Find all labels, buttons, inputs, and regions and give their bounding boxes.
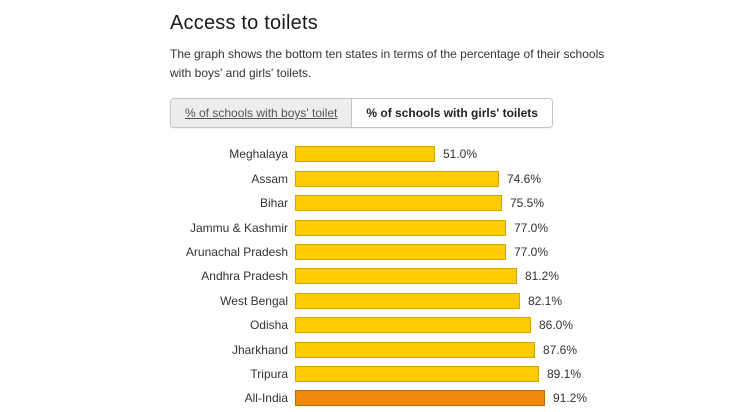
value-label: 77.0% xyxy=(514,220,549,235)
bar xyxy=(295,365,539,382)
category-label: Jharkhand xyxy=(231,342,288,357)
bar-chart: Meghalaya 51.0% Assam 74.6% Bihar 75.5% Jammu … xyxy=(170,142,752,410)
category-label: Arunachal Pradesh xyxy=(185,244,288,259)
bar xyxy=(295,268,517,285)
chart-row: All-India 91.2% xyxy=(170,386,752,410)
tab-boys-toilet[interactable]: % of schools with boys' toilet xyxy=(171,99,352,128)
chart-row: Arunachal Pradesh 77.0% xyxy=(170,240,752,264)
category-label: Andhra Pradesh xyxy=(201,269,288,284)
page-title: Access to toilets xyxy=(170,12,318,34)
tab-girls-toilets-label: % of schools with girls' toilets xyxy=(366,106,538,121)
bar xyxy=(295,219,506,236)
bar xyxy=(295,146,435,163)
category-label: Odisha xyxy=(249,318,288,333)
value-label: 87.6% xyxy=(543,342,578,357)
chart-row: Odisha 86.0% xyxy=(170,313,752,337)
chart-row: Meghalaya 51.0% xyxy=(170,142,752,166)
tab-girls-toilets[interactable]: % of schools with girls' toilets xyxy=(351,99,552,128)
chart-row: West Bengal 82.1% xyxy=(170,289,752,313)
category-label: Tripura xyxy=(250,366,288,381)
bar xyxy=(295,292,520,309)
chart-row: Tripura 89.1% xyxy=(170,362,752,386)
category-label: Assam xyxy=(251,171,288,186)
value-label: 74.6% xyxy=(507,171,542,186)
chart-row: Andhra Pradesh 81.2% xyxy=(170,264,752,288)
tab-boys-toilet-label: % of schools with boys' toilet xyxy=(185,106,338,121)
bar xyxy=(295,195,502,212)
category-label: Meghalaya xyxy=(229,147,288,162)
value-label: 82.1% xyxy=(528,293,563,308)
value-label: 91.2% xyxy=(553,391,588,406)
bar xyxy=(295,317,531,334)
value-label: 81.2% xyxy=(525,269,560,284)
category-label: Bihar xyxy=(259,196,288,211)
value-label: 86.0% xyxy=(539,318,574,333)
value-label: 51.0% xyxy=(443,147,478,162)
category-label: Jammu & Kashmir xyxy=(189,220,288,235)
toggle-tab-bar: % of schools with boys' toilet % of scho… xyxy=(170,98,553,129)
value-label: 89.1% xyxy=(547,366,582,381)
bar xyxy=(295,341,535,358)
category-label: All-India xyxy=(244,391,288,406)
value-label: 77.0% xyxy=(514,244,549,259)
chart-description: The graph shows the bottom ten states in… xyxy=(170,47,605,80)
chart-row: Bihar 75.5% xyxy=(170,191,752,215)
chart-header: Access to toilets The graph shows the bo… xyxy=(170,12,752,82)
value-label: 75.5% xyxy=(510,196,545,211)
category-label: West Bengal xyxy=(220,293,288,308)
chart-row: Jammu & Kashmir 77.0% xyxy=(170,215,752,239)
bar xyxy=(295,243,506,260)
bar xyxy=(295,170,499,187)
chart-row: Jharkhand 87.6% xyxy=(170,337,752,361)
bar xyxy=(295,390,545,407)
chart-row: Assam 74.6% xyxy=(170,167,752,191)
